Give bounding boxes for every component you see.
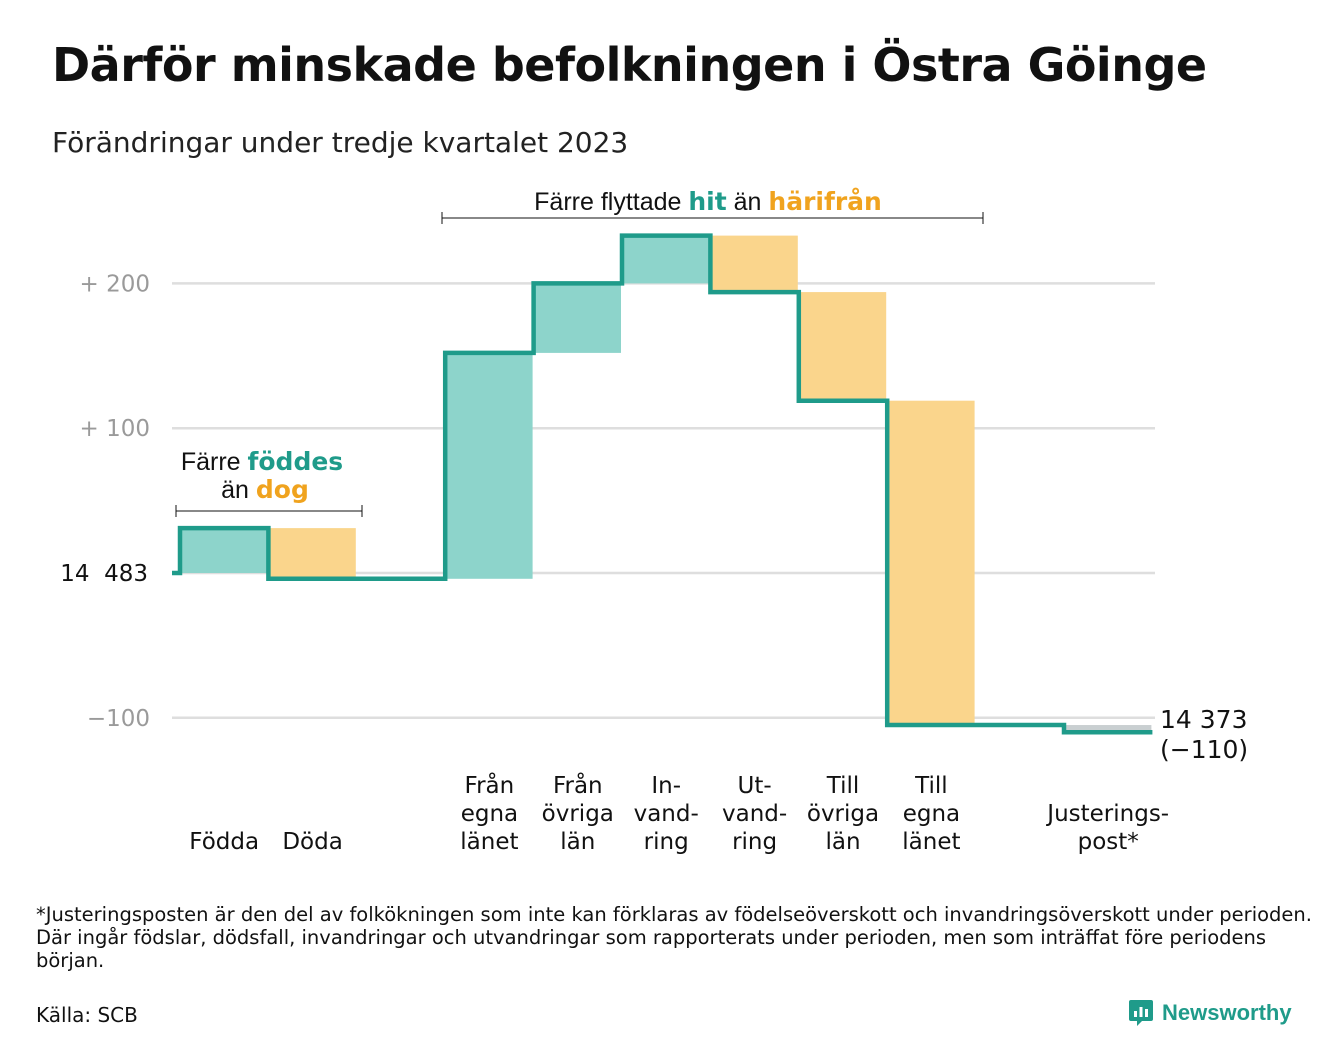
brand-label: Newsworthy — [1162, 1000, 1292, 1025]
waterfall-bar — [887, 400, 975, 726]
migration-annotation-gold: härifrån — [768, 187, 881, 216]
category-label: In- — [651, 773, 681, 799]
baseline-label: 14 483 — [60, 561, 148, 587]
births-annotation-line1: Färre föddes — [181, 447, 343, 476]
category-label: länet — [460, 829, 518, 855]
migration-annotation-plain1: Färre flyttade — [534, 188, 688, 216]
newsworthy-logo: Newsworthy — [1128, 996, 1292, 1030]
waterfall-bar — [180, 528, 268, 573]
migration-annotation-plain2: än — [727, 188, 769, 216]
end-change-label: (−110) — [1160, 735, 1248, 764]
category-label: ring — [732, 829, 777, 855]
cumulative-step-line — [172, 233, 1153, 735]
category-label: egna — [903, 801, 960, 827]
waterfall-bar — [798, 292, 887, 401]
waterfall-bar — [268, 528, 356, 579]
category-label: post* — [1078, 829, 1139, 855]
category-label: Födda — [189, 829, 259, 855]
chart-subtitle: Förändringar under tredje kvartalet 2023 — [52, 126, 629, 159]
category-label: Ut- — [738, 773, 772, 799]
waterfall-bar — [710, 235, 798, 293]
chart-title: Därför minskade befolkningen i Östra Göi… — [52, 38, 1207, 92]
category-label: Från — [553, 771, 603, 799]
births-annotation-plain: Färre — [181, 448, 248, 476]
category-label: län — [825, 829, 860, 855]
category-label: Justerings- — [1045, 801, 1169, 827]
category-label: vand- — [634, 801, 699, 827]
newsworthy-logo-icon — [1129, 1000, 1153, 1026]
gridlines — [172, 282, 1155, 720]
y-tick-label: + 100 — [80, 416, 150, 442]
category-label: övriga — [542, 801, 614, 827]
category-label: Till — [914, 773, 948, 799]
category-label: övriga — [807, 801, 879, 827]
births-annotation-line2: än dog — [221, 475, 309, 504]
migration-annotation-teal: hit — [688, 187, 726, 216]
y-tick-label: −100 — [87, 706, 150, 732]
births-annotation-gold: dog — [256, 475, 309, 504]
source-label: Källa: SCB — [36, 1003, 138, 1027]
bars — [180, 235, 1152, 733]
category-label: länet — [902, 829, 960, 855]
category-label: Döda — [282, 829, 342, 855]
end-value-label: 14 373 — [1160, 705, 1247, 734]
category-labels: Födda DödaFrånegnalänetFrånövrigalänIn-va… — [189, 771, 1169, 855]
waterfall-chart: + 200+ 100−100 Födda DödaFrånegnalänetFrå… — [60, 187, 1248, 855]
births-annotation-teal: föddes — [248, 447, 344, 476]
births-annotation-plain2: än — [221, 476, 256, 504]
category-label: ring — [644, 829, 689, 855]
category-label: Från — [465, 771, 515, 799]
y-axis-ticks: + 200 + 100 −100 — [80, 271, 150, 731]
category-label: län — [560, 829, 595, 855]
category-label: vand- — [722, 801, 787, 827]
y-tick-label: + 200 — [80, 271, 150, 297]
waterfall-bar — [622, 235, 710, 284]
migration-annotation: Färre flyttade hit än härifrån — [534, 187, 882, 216]
category-label: Till — [826, 773, 860, 799]
category-label: egna — [461, 801, 518, 827]
footnote: *Justeringsposten är den del av folkökni… — [36, 903, 1312, 972]
waterfall-bar — [1064, 725, 1152, 733]
waterfall-bar — [533, 283, 621, 353]
waterfall-bar — [445, 352, 533, 579]
